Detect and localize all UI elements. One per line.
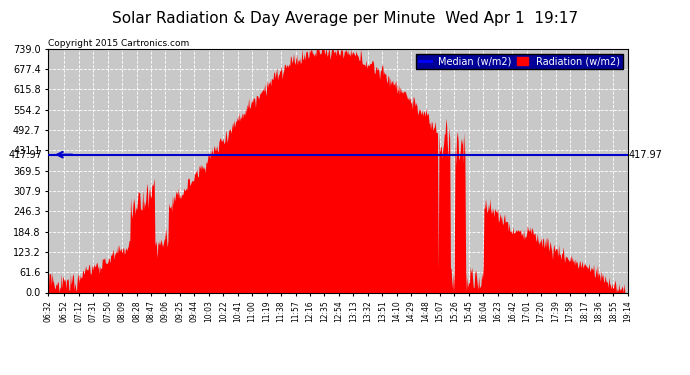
Text: 417.97: 417.97 — [9, 150, 43, 160]
Legend: Median (w/m2), Radiation (w/m2): Median (w/m2), Radiation (w/m2) — [416, 54, 623, 69]
Text: Copyright 2015 Cartronics.com: Copyright 2015 Cartronics.com — [48, 39, 190, 48]
Text: Solar Radiation & Day Average per Minute  Wed Apr 1  19:17: Solar Radiation & Day Average per Minute… — [112, 11, 578, 26]
Text: 417.97: 417.97 — [629, 150, 663, 160]
